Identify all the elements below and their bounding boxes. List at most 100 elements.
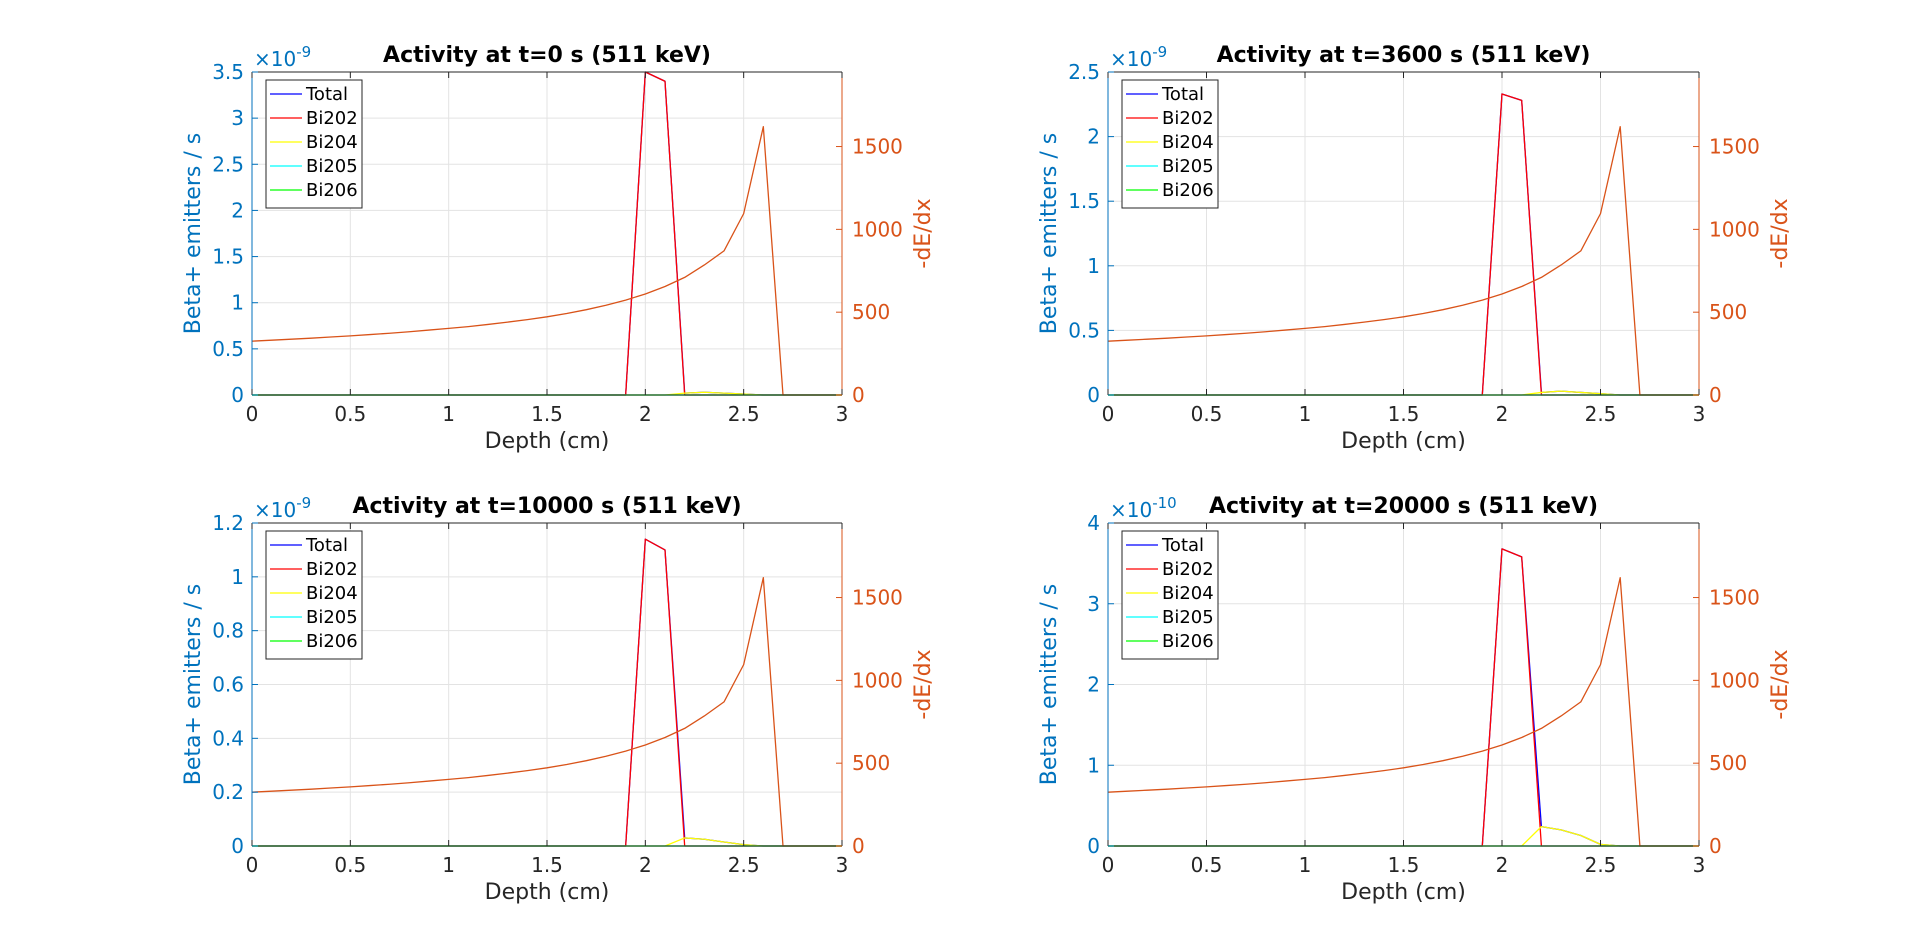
y2-tick-label: 1000 bbox=[1709, 217, 1760, 241]
y-tick-label: 2 bbox=[1087, 673, 1100, 697]
x-tick-label: 1 bbox=[1299, 402, 1312, 426]
x-axis-label: Depth (cm) bbox=[1341, 429, 1466, 454]
legend-label-bi205: Bi205 bbox=[306, 156, 358, 177]
legend-label-bi204: Bi204 bbox=[1162, 583, 1214, 604]
y-tick-label: 0.2 bbox=[212, 780, 244, 804]
y-tick-label: 3 bbox=[1087, 592, 1100, 616]
y-exponent-label: ×10-10 bbox=[1110, 494, 1177, 522]
x-tick-label: 0 bbox=[1102, 402, 1115, 426]
x-tick-label: 0.5 bbox=[1191, 853, 1223, 877]
y-exponent-label: ×10-9 bbox=[254, 43, 311, 71]
legend-label-bi206: Bi206 bbox=[1162, 631, 1214, 652]
legend-label-bi206: Bi206 bbox=[306, 180, 358, 201]
y-tick-label: 1 bbox=[1087, 753, 1100, 777]
chart-panel-3: 0 0.5 1 1.5 2 2.5 300.20.40.60.811.20500100015… bbox=[181, 494, 936, 905]
x-tick-label: 1.5 bbox=[531, 853, 563, 877]
y2-tick-label: 500 bbox=[1709, 751, 1747, 775]
legend-label-bi204: Bi204 bbox=[1162, 132, 1214, 153]
exponent-power: -9 bbox=[296, 494, 311, 512]
x-tick-label: 0.5 bbox=[1191, 402, 1223, 426]
series-line-dedx bbox=[251, 126, 842, 396]
legend-label-bi202: Bi202 bbox=[306, 108, 358, 129]
y2-tick-label: 0 bbox=[1709, 383, 1722, 407]
series-line-dedx bbox=[251, 577, 842, 847]
y-tick-label: 1 bbox=[231, 291, 244, 315]
y-tick-label: 1 bbox=[231, 565, 244, 589]
exponent-power: -10 bbox=[1152, 494, 1177, 512]
y2-tick-label: 1000 bbox=[852, 668, 903, 692]
x-tick-label: 3 bbox=[836, 853, 849, 877]
y2-tick-label: 500 bbox=[852, 300, 890, 324]
x-tick-label: 0.5 bbox=[334, 402, 366, 426]
y-tick-label: 2 bbox=[1087, 125, 1100, 149]
x-tick-label: 3 bbox=[1693, 853, 1706, 877]
x-axis-label: Depth (cm) bbox=[485, 429, 610, 454]
y2-tick-label: 500 bbox=[1709, 300, 1747, 324]
legend-label-bi204: Bi204 bbox=[306, 583, 358, 604]
exponent-power: -9 bbox=[296, 43, 311, 61]
y-tick-label: 0.4 bbox=[212, 726, 244, 750]
exponent-base: ×10 bbox=[254, 47, 296, 71]
y-tick-label: 0.5 bbox=[1068, 318, 1100, 342]
y-tick-label: 1 bbox=[1087, 254, 1100, 278]
x-tick-label: 0 bbox=[246, 402, 259, 426]
x-tick-label: 1.5 bbox=[531, 402, 563, 426]
y-tick-label: 1.5 bbox=[212, 245, 244, 269]
y-tick-label: 2.5 bbox=[1068, 60, 1100, 84]
x-tick-label: 2.5 bbox=[728, 402, 760, 426]
y-axis-label: Beta+ emitters / s bbox=[1037, 584, 1062, 785]
x-axis-label: Depth (cm) bbox=[485, 880, 610, 905]
y-tick-label: 0.8 bbox=[212, 619, 244, 643]
series-line-dedx bbox=[1107, 577, 1699, 847]
x-tick-label: 2 bbox=[1496, 402, 1509, 426]
legend-box bbox=[1121, 530, 1219, 660]
legend: Total Bi202 Bi204 Bi205 Bi206 bbox=[1121, 530, 1219, 660]
legend-label-total: Total bbox=[305, 84, 348, 105]
x-tick-label: 2 bbox=[639, 853, 652, 877]
y-tick-label: 3 bbox=[231, 106, 244, 130]
x-tick-label: 3 bbox=[1693, 402, 1706, 426]
x-tick-label: 1 bbox=[1299, 853, 1312, 877]
y-tick-label: 0.5 bbox=[212, 337, 244, 361]
y-exponent-label: ×10-9 bbox=[254, 494, 311, 522]
legend-box bbox=[265, 530, 363, 660]
y-axis-label: Beta+ emitters / s bbox=[181, 133, 206, 334]
x-tick-label: 1.5 bbox=[1388, 853, 1420, 877]
x-tick-label: 1.5 bbox=[1388, 402, 1420, 426]
y-axis-label: Beta+ emitters / s bbox=[181, 584, 206, 785]
y-tick-label: 0 bbox=[231, 834, 244, 858]
exponent-base: ×10 bbox=[1110, 47, 1152, 71]
y2-axis-label: -dE/dx bbox=[1768, 649, 1793, 719]
x-axis-label: Depth (cm) bbox=[1341, 880, 1466, 905]
x-tick-label: 2 bbox=[1496, 853, 1509, 877]
legend-box bbox=[1121, 79, 1219, 209]
y-tick-label: 1.5 bbox=[1068, 189, 1100, 213]
x-tick-label: 2.5 bbox=[1585, 853, 1617, 877]
legend-label-total: Total bbox=[1161, 84, 1204, 105]
x-tick-label: 3 bbox=[836, 402, 849, 426]
y-tick-label: 0 bbox=[231, 383, 244, 407]
x-tick-label: 0 bbox=[1102, 853, 1115, 877]
chart-title: Activity at t=3600 s (511 keV) bbox=[1217, 43, 1591, 68]
legend-label-bi202: Bi202 bbox=[1162, 559, 1214, 580]
legend-box bbox=[265, 79, 363, 209]
y2-tick-label: 0 bbox=[852, 383, 865, 407]
y2-tick-label: 0 bbox=[1709, 834, 1722, 858]
legend-label-bi206: Bi206 bbox=[306, 631, 358, 652]
legend-label-total: Total bbox=[305, 535, 348, 556]
x-tick-label: 0 bbox=[246, 853, 259, 877]
y2-tick-label: 1000 bbox=[1709, 668, 1760, 692]
x-tick-label: 0.5 bbox=[334, 853, 366, 877]
exponent-base: ×10 bbox=[1110, 498, 1152, 522]
chart-title: Activity at t=20000 s (511 keV) bbox=[1209, 494, 1598, 519]
y2-axis-label: -dE/dx bbox=[911, 198, 936, 268]
x-tick-label: 2 bbox=[639, 402, 652, 426]
y-tick-label: 3.5 bbox=[212, 60, 244, 84]
y-exponent-label: ×10-9 bbox=[1110, 43, 1167, 71]
exponent-base: ×10 bbox=[254, 498, 296, 522]
y-tick-label: 0 bbox=[1087, 383, 1100, 407]
grid-lines bbox=[251, 71, 843, 396]
legend-label-bi204: Bi204 bbox=[306, 132, 358, 153]
